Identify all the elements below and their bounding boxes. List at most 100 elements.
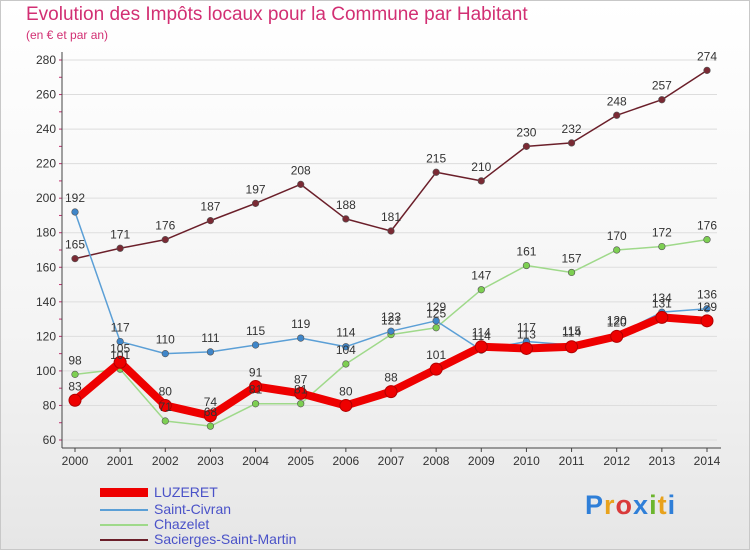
data-point-saint-civran (206, 348, 215, 356)
data-label-saint-civran: 136 (697, 288, 717, 302)
legend-swatch-sacierges (100, 539, 148, 541)
data-point-luzeret (700, 314, 714, 328)
data-point-sacierges-saint-martin (387, 227, 395, 235)
logo-letter: r (604, 490, 616, 520)
data-point-sacierges-saint-martin (71, 255, 79, 263)
data-point-sacierges-saint-martin (432, 168, 440, 176)
x-tick-label: 2005 (287, 454, 314, 468)
data-point-sacierges-saint-martin (342, 215, 350, 223)
chart-title: Evolution des Impôts locaux pour la Comm… (26, 4, 528, 25)
data-point-chazelet (522, 261, 531, 270)
data-label-luzeret: 87 (294, 372, 308, 386)
logo-letter: P (585, 490, 605, 520)
logo-letter: i (667, 490, 677, 520)
data-label-chazelet: 68 (204, 405, 218, 419)
data-point-saint-civran (342, 343, 350, 351)
x-tick-label: 2013 (649, 454, 676, 468)
data-label-saint-civran: 119 (291, 317, 310, 331)
data-label-luzeret: 113 (517, 327, 536, 341)
data-label-sacierges-saint-martin: 230 (516, 125, 536, 139)
data-label-sacierges-saint-martin: 210 (471, 160, 491, 174)
data-point-saint-civran (432, 317, 440, 325)
data-label-luzeret: 114 (562, 326, 581, 340)
data-point-chazelet (567, 268, 576, 277)
x-tick-label: 2007 (378, 454, 405, 468)
data-point-chazelet (342, 360, 350, 368)
data-label-saint-civran: 134 (652, 291, 672, 305)
data-label-luzeret: 129 (697, 300, 717, 314)
data-point-luzeret (610, 329, 624, 343)
line-chart: 60 80 100 120 140 160 180 200 220 240 260 280 2000 20… (36, 49, 721, 468)
data-point-sacierges-saint-martin (613, 111, 621, 119)
data-point-chazelet (613, 246, 621, 254)
data-label-chazelet: 71 (159, 400, 173, 414)
x-tick-label: 2006 (333, 454, 360, 468)
data-label-sacierges-saint-martin: 165 (65, 238, 85, 252)
data-label-luzeret: 80 (159, 384, 173, 398)
x-tick-label: 2003 (197, 454, 224, 468)
data-point-chazelet (703, 236, 711, 244)
data-point-saint-civran (116, 337, 124, 346)
data-label-saint-civran: 192 (65, 191, 85, 205)
data-point-saint-civran (297, 334, 305, 342)
data-point-luzeret (519, 341, 533, 355)
data-point-luzeret (294, 386, 308, 400)
y-tick-label: 120 (36, 329, 56, 343)
data-label-luzeret: 74 (204, 395, 218, 409)
y-tick-label: 240 (36, 122, 56, 136)
y-tick-label: 100 (36, 364, 56, 378)
data-point-luzeret (474, 340, 488, 354)
data-point-luzeret (249, 379, 263, 393)
x-tick-label: 2004 (242, 454, 269, 468)
data-label-chazelet: 176 (697, 219, 717, 233)
data-label-luzeret: 131 (652, 296, 672, 310)
data-point-luzeret (339, 398, 353, 412)
data-label-luzeret: 91 (249, 365, 263, 379)
data-point-luzeret (203, 409, 217, 423)
data-label-saint-civran: 117 (517, 321, 536, 335)
y-tick-label: 180 (36, 226, 56, 240)
data-point-luzeret (655, 310, 669, 324)
data-label-chazelet: 125 (426, 307, 446, 321)
data-label-saint-civran: 111 (201, 331, 220, 345)
data-point-chazelet (477, 286, 485, 294)
data-point-saint-civran (703, 305, 711, 313)
y-tick-label: 220 (36, 157, 56, 171)
logo-letter: x (633, 490, 650, 520)
data-label-chazelet: 172 (652, 226, 672, 240)
data-point-luzeret (158, 398, 172, 412)
data-point-luzeret (384, 385, 398, 399)
y-tick-label: 80 (43, 398, 57, 412)
data-label-sacierges-saint-martin: 257 (652, 79, 672, 93)
x-tick-label: 2002 (152, 454, 179, 468)
data-label-luzeret: 80 (339, 384, 353, 398)
data-point-luzeret (565, 340, 579, 354)
data-point-saint-civran (71, 208, 79, 216)
data-point-chazelet (206, 422, 215, 430)
data-label-chazelet: 81 (249, 383, 263, 397)
data-label-luzeret: 105 (110, 341, 130, 355)
data-label-sacierges-saint-martin: 188 (336, 198, 356, 212)
data-point-chazelet (432, 324, 440, 332)
data-label-sacierges-saint-martin: 208 (291, 163, 311, 177)
legend-swatch-saint-civran (100, 509, 148, 511)
y-tick-label: 140 (36, 295, 56, 309)
data-label-saint-civran: 114 (472, 329, 491, 343)
data-point-sacierges-saint-martin (206, 217, 215, 225)
y-tick-label: 200 (36, 191, 56, 205)
data-label-chazelet: 157 (562, 251, 582, 265)
x-tick-label: 2010 (513, 454, 540, 468)
data-point-sacierges-saint-martin (161, 236, 169, 244)
data-point-luzeret (429, 362, 443, 376)
data-point-chazelet (658, 242, 666, 251)
y-tick-label: 280 (36, 53, 56, 67)
x-tick-label: 2008 (423, 454, 450, 468)
data-point-saint-civran (161, 350, 169, 358)
data-label-saint-civran: 114 (336, 326, 355, 340)
legend-label-sacierges: Sacierges-Saint-Martin (154, 531, 297, 547)
data-label-sacierges-saint-martin: 232 (562, 122, 582, 136)
data-point-sacierges-saint-martin (477, 177, 485, 185)
data-point-sacierges-saint-martin (522, 142, 531, 150)
data-label-luzeret: 83 (68, 379, 82, 393)
